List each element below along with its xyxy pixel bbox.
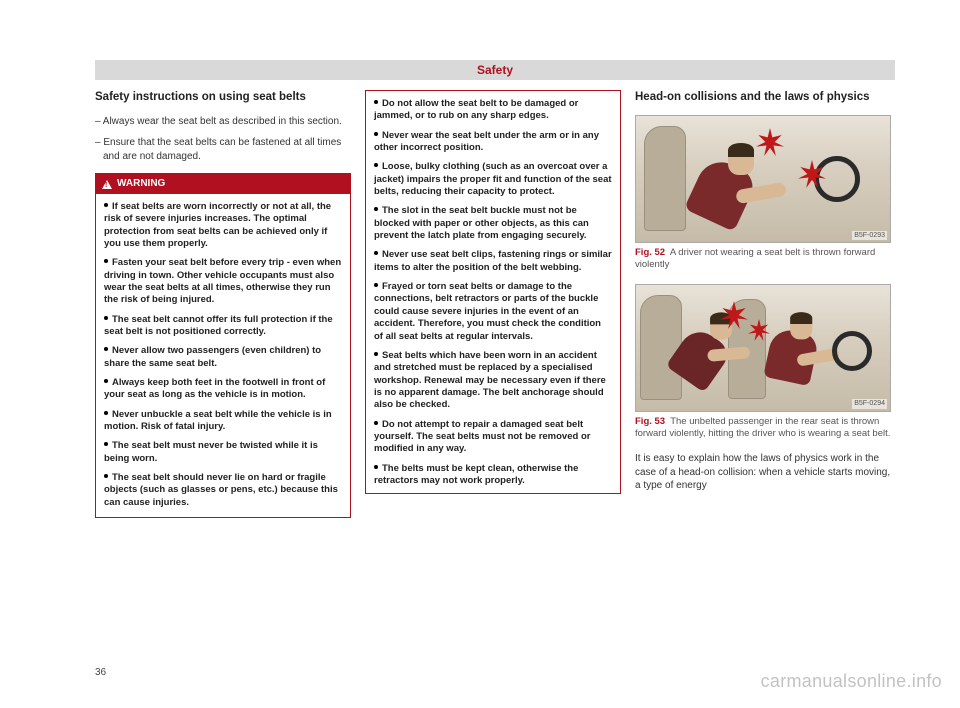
section-title-safety-instructions: Safety instructions on using seat belts [95,90,351,105]
warning-box: WARNING If seat belts are worn incorrect… [95,173,351,518]
physics-paragraph: It is easy to explain how the laws of ph… [635,452,891,493]
warn-item: Never unbuckle a seat belt while the veh… [104,409,342,434]
warning-continued-body: Do not allow the seat belt to be damaged… [366,91,620,493]
warn-item: Never allow two passengers (even childre… [104,345,342,370]
warn-item: The seat belt must never be twisted whil… [104,440,342,465]
figure-52-caption: Fig. 52 A driver not wearing a seat belt… [635,247,891,272]
figure-53-caption: Fig. 53 The unbelted passenger in the re… [635,416,891,441]
column-3: Head-on collisions and the laws of physi… [635,90,891,518]
warn-item: Always keep both feet in the footwell in… [104,377,342,402]
warn-item: Do not attempt to repair a damaged seat … [374,419,612,456]
warn-item: Frayed or torn seat belts or damage to t… [374,281,612,343]
header-title: Safety [477,63,513,77]
warning-triangle-icon [102,180,112,189]
warn-item: Never use seat belt clips, fastening rin… [374,249,612,274]
person-illustration [676,141,766,236]
column-1: Safety instructions on using seat belts … [95,90,351,518]
warn-item: Do not allow the seat belt to be damaged… [374,98,612,123]
warning-body: If seat belts are worn incorrectly or no… [96,194,350,517]
instr-para-2: – Ensure that the seat belts can be fast… [95,136,351,163]
figure-52: B5F-0293 [635,115,891,243]
warn-item: Fasten your seat belt before every trip … [104,257,342,306]
impact-burst-icon [756,128,784,156]
watermark: carmanualsonline.info [761,671,942,692]
warn-item: The slot in the seat belt buckle must no… [374,205,612,242]
instr-para-1: – Always wear the seat belt as described… [95,115,351,129]
warn-item: Seat belts which have been worn in an ac… [374,350,612,412]
figure-53-text: The unbelted passenger in the rear seat … [635,416,890,439]
figure-tag: B5F-0293 [852,231,887,240]
impact-burst-icon [798,160,826,188]
figure-53-label: Fig. 53 [635,416,665,427]
warn-item: The seat belt cannot offer its full prot… [104,314,342,339]
warn-item: Loose, bulky clothing (such as an overco… [374,161,612,198]
column-2: Do not allow the seat belt to be damaged… [365,90,621,518]
steering-wheel-icon [832,331,872,371]
section-title-collisions: Head-on collisions and the laws of physi… [635,90,891,105]
impact-burst-icon [720,301,748,329]
warning-box-continued: Do not allow the seat belt to be damaged… [365,90,621,494]
figure-52-text: A driver not wearing a seat belt is thro… [635,247,875,270]
figure-52-label: Fig. 52 [635,247,665,258]
warning-label: WARNING [117,177,165,191]
figure-tag: B5F-0294 [852,399,887,408]
figure-53: B5F-0294 [635,284,891,412]
content-columns: Safety instructions on using seat belts … [95,90,895,518]
header-bar: Safety [95,60,895,80]
warn-item: If seat belts are worn incorrectly or no… [104,201,342,250]
warn-item: Never wear the seat belt under the arm o… [374,130,612,155]
warn-item: The seat belt should never lie on hard o… [104,472,342,509]
warn-item: The belts must be kept clean, otherwise … [374,463,612,488]
warning-header: WARNING [96,174,350,194]
impact-burst-icon [748,319,770,341]
page-number: 36 [95,667,106,678]
